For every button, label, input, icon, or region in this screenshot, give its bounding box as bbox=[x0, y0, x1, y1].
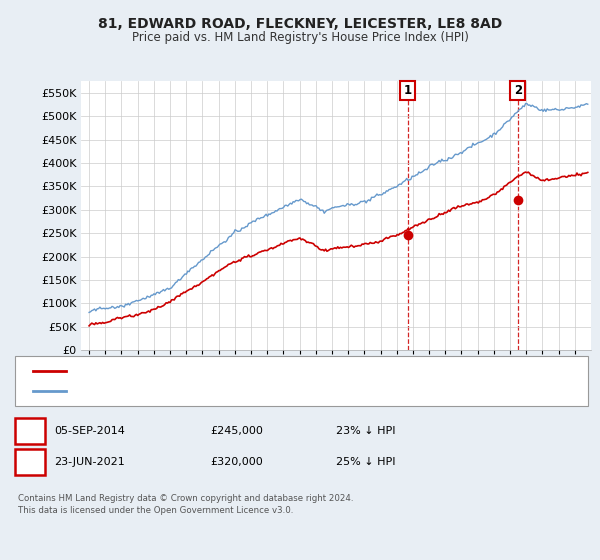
Text: 81, EDWARD ROAD, FLECKNEY, LEICESTER, LE8 8AD: 81, EDWARD ROAD, FLECKNEY, LEICESTER, LE… bbox=[98, 17, 502, 31]
Text: Contains HM Land Registry data © Crown copyright and database right 2024.
This d: Contains HM Land Registry data © Crown c… bbox=[18, 494, 353, 515]
Text: 23-JUN-2021: 23-JUN-2021 bbox=[54, 457, 125, 467]
Text: 1: 1 bbox=[26, 424, 34, 438]
Text: £320,000: £320,000 bbox=[210, 457, 263, 467]
Text: HPI: Average price, detached house, Harborough: HPI: Average price, detached house, Harb… bbox=[72, 386, 316, 396]
Text: 25% ↓ HPI: 25% ↓ HPI bbox=[336, 457, 395, 467]
Text: 23% ↓ HPI: 23% ↓ HPI bbox=[336, 426, 395, 436]
Text: 81, EDWARD ROAD, FLECKNEY, LEICESTER, LE8 8AD (detached house): 81, EDWARD ROAD, FLECKNEY, LEICESTER, LE… bbox=[72, 366, 424, 376]
Text: £245,000: £245,000 bbox=[210, 426, 263, 436]
Text: 05-SEP-2014: 05-SEP-2014 bbox=[54, 426, 125, 436]
Text: 1: 1 bbox=[404, 84, 412, 97]
Text: 2: 2 bbox=[514, 84, 522, 97]
Text: 2: 2 bbox=[26, 455, 34, 469]
Text: Price paid vs. HM Land Registry's House Price Index (HPI): Price paid vs. HM Land Registry's House … bbox=[131, 31, 469, 44]
